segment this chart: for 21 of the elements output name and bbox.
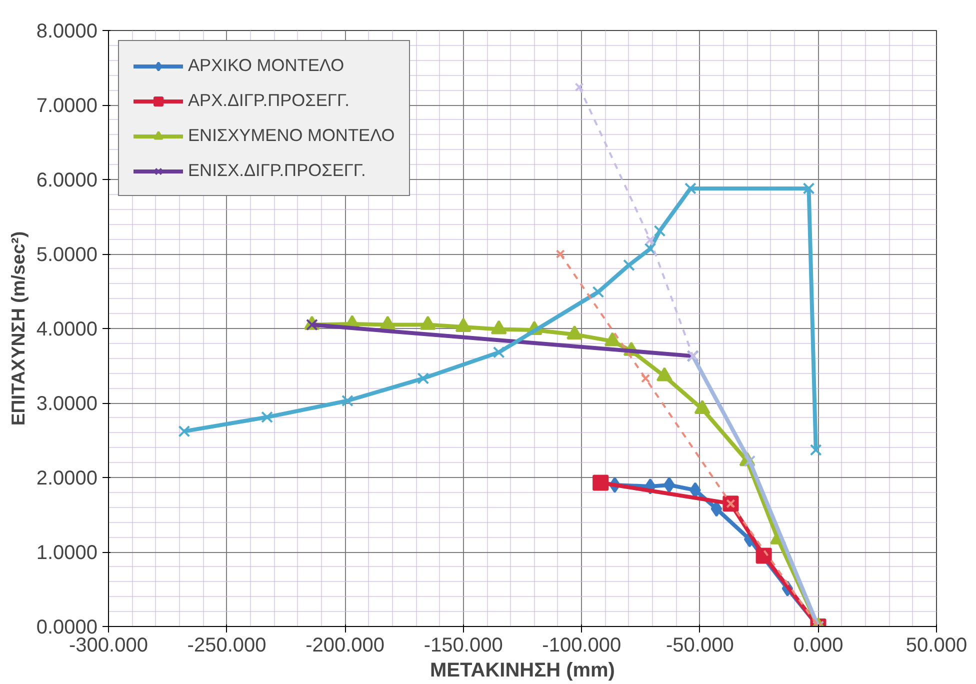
y-tick-label: 1.0000 bbox=[36, 542, 98, 564]
y-axis-title: ΕΠΙΤΑΧΥΝΣΗ (m/sec²) bbox=[8, 231, 28, 426]
x-tick-label: -150.000 bbox=[424, 634, 503, 656]
y-tick-label: 5.0000 bbox=[36, 244, 98, 266]
x-tick-label: -250.000 bbox=[187, 634, 266, 656]
y-tick-label: 3.0000 bbox=[36, 393, 98, 415]
legend-label: ΑΡΧΙΚΟ ΜΟΝΤΕΛΟ bbox=[188, 55, 344, 76]
legend-label: ΑΡΧ.ΔΙΓΡ.ΠΡΟΣΕΓΓ. bbox=[188, 90, 350, 111]
legend-label: ΕΝΙΣΧΥΜΕΝΟ ΜΟΝΤΕΛΟ bbox=[188, 125, 395, 146]
x-tick-label: -50.000 bbox=[666, 634, 734, 656]
x-axis-title: ΜΕΤΑΚΙΝΗΣΗ (mm) bbox=[430, 660, 615, 682]
x-tick-label: 0.000 bbox=[793, 634, 844, 656]
y-tick-label: 6.0000 bbox=[36, 170, 98, 192]
y-tick-label: 4.0000 bbox=[36, 318, 98, 340]
x-tick-label: -100.000 bbox=[542, 634, 622, 656]
x-tick-label: 50.000 bbox=[906, 634, 968, 656]
x-tick-label: -200.000 bbox=[306, 634, 385, 656]
y-tick-label: 7.0000 bbox=[36, 95, 98, 117]
legend-label: ΕΝΙΣΧ.ΔΙΓΡ.ΠΡΟΣΕΓΓ. bbox=[188, 160, 366, 181]
y-tick-label: 8.0000 bbox=[36, 20, 98, 42]
y-tick-label: 2.0000 bbox=[36, 468, 98, 490]
